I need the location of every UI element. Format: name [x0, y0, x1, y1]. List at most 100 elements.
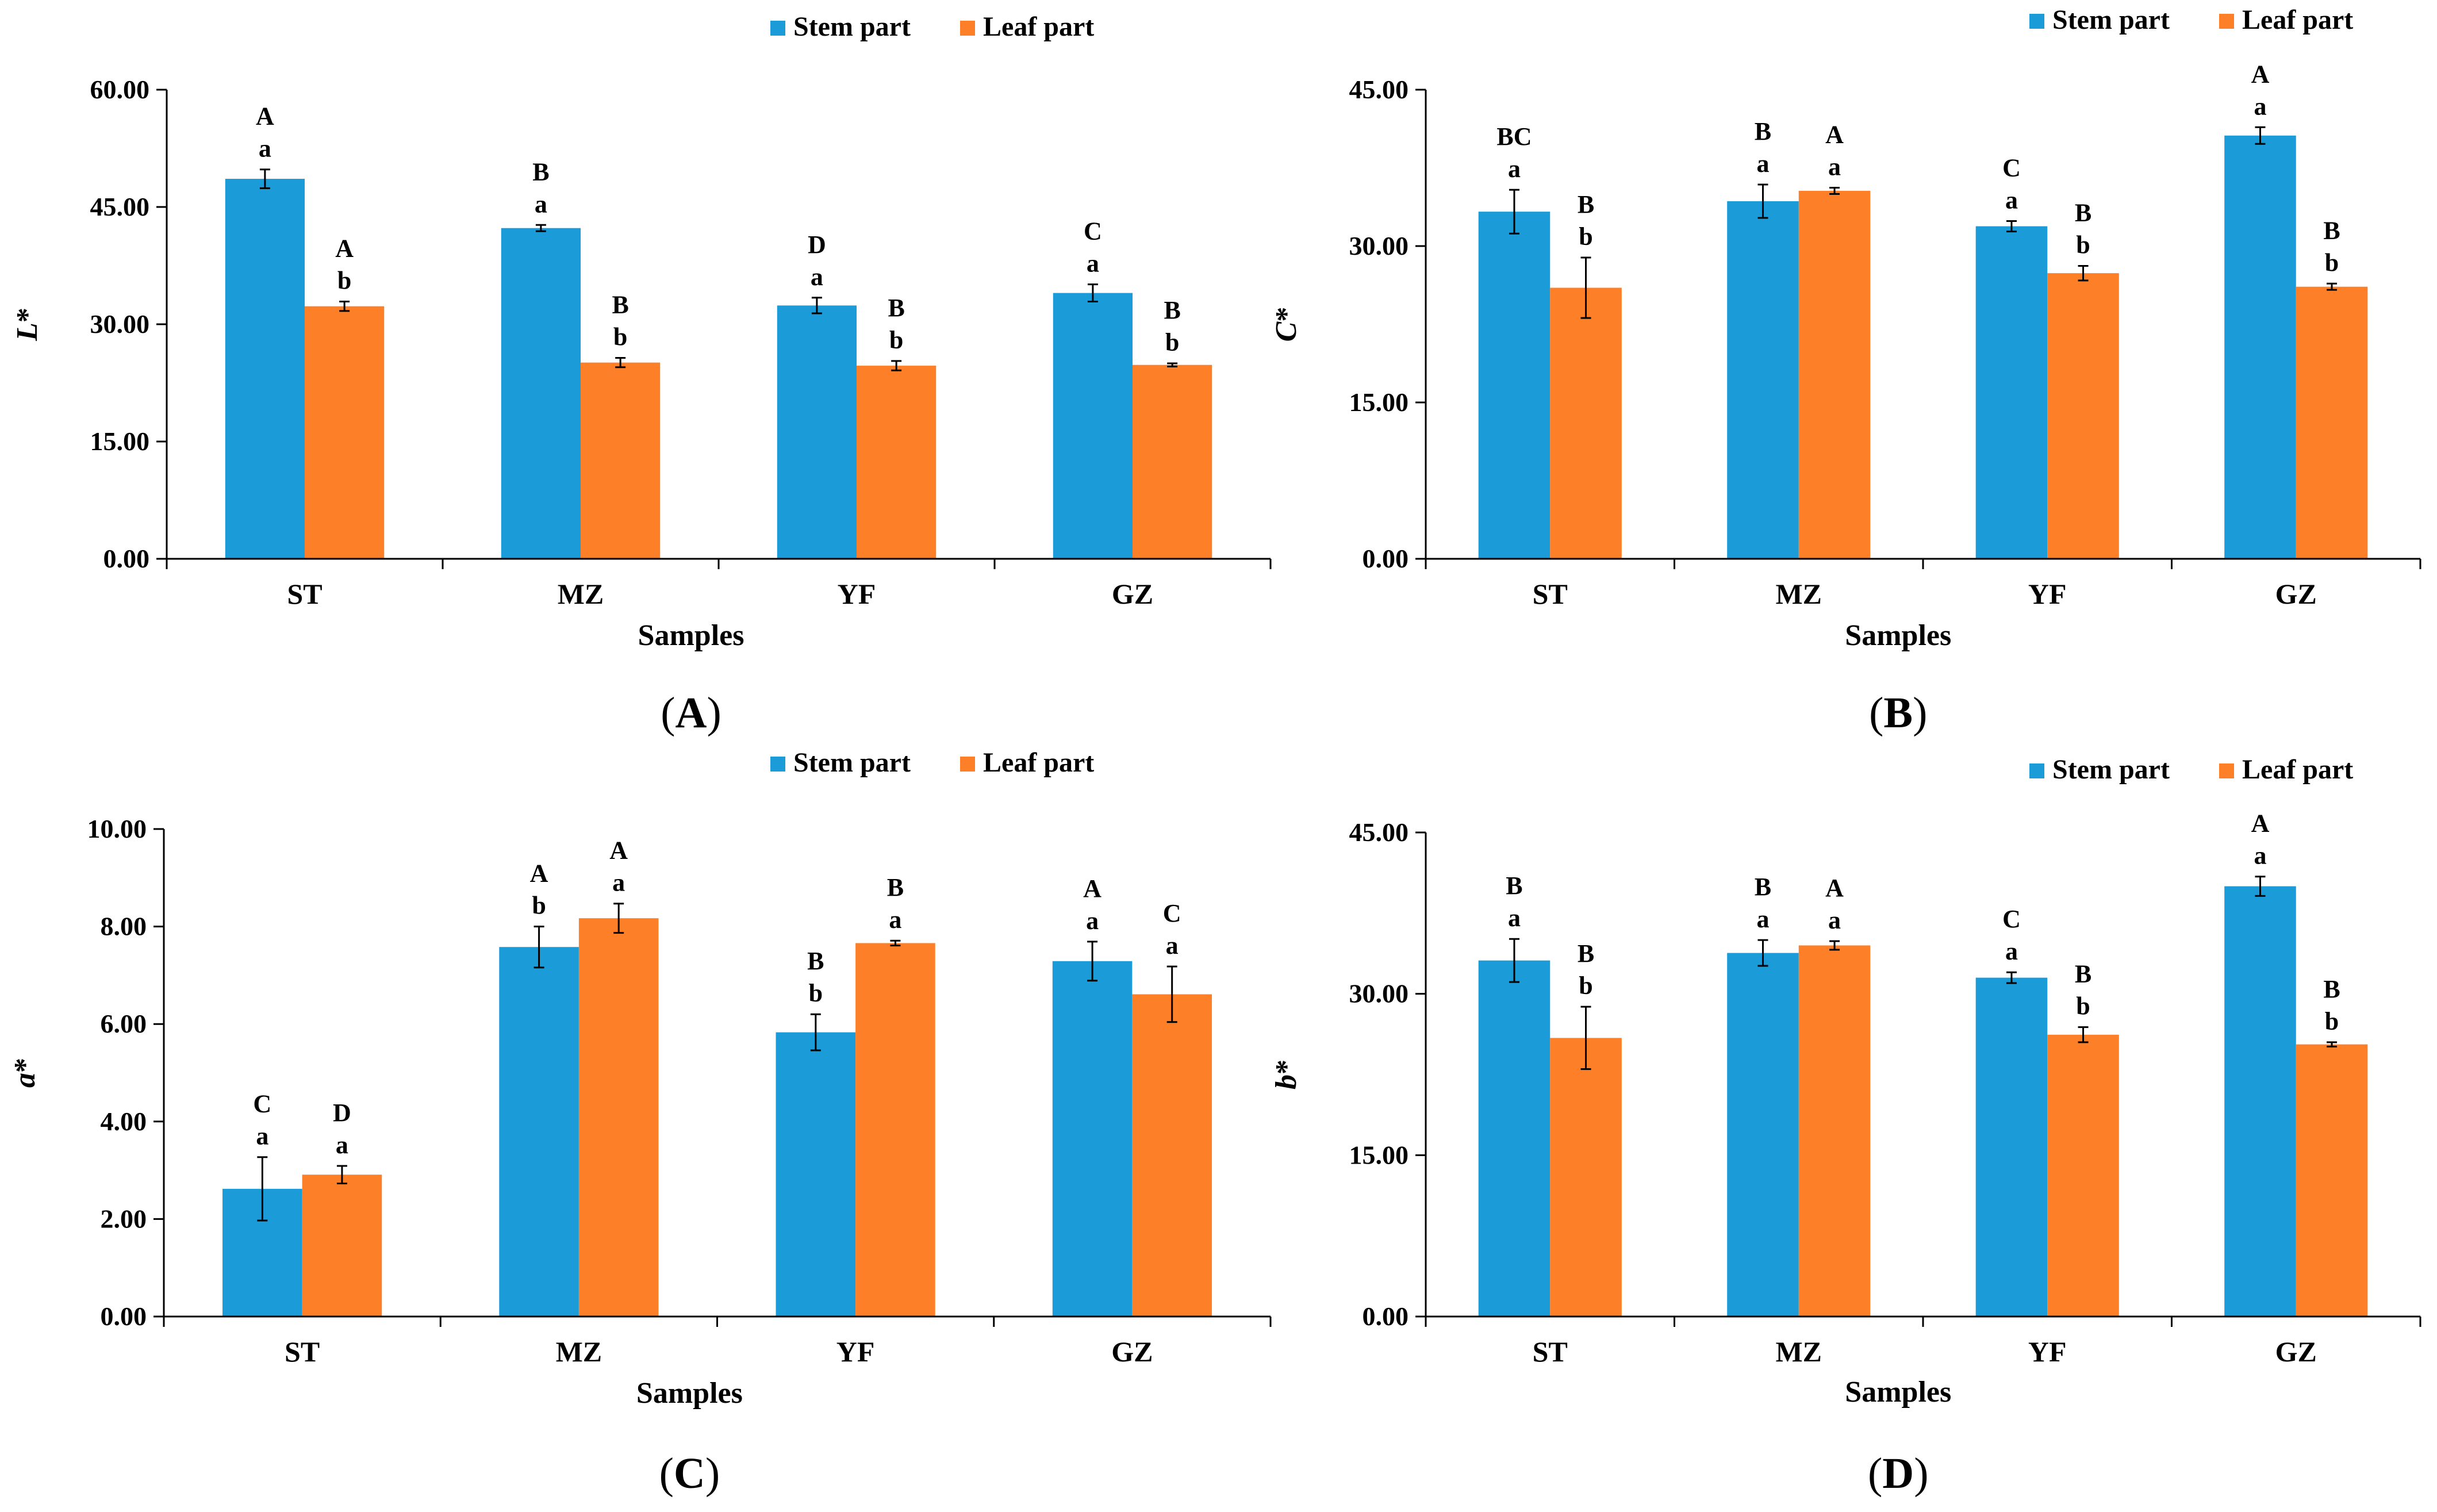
x-tick-label: YF	[2028, 578, 2067, 610]
x-axis-title: Samples	[1845, 1376, 1951, 1409]
y-tick-label: 8.00	[101, 912, 147, 941]
y-tick-label: 0.00	[103, 544, 150, 573]
sig-letter-upper: BC	[1496, 122, 1532, 151]
sig-letter-lower: a	[2005, 186, 2018, 214]
sig-letter-lower: a	[612, 869, 625, 897]
x-tick-label: MZ	[1775, 578, 1822, 610]
sig-letter-lower: a	[535, 190, 547, 218]
bar-stem	[1727, 953, 1799, 1317]
legend-swatch-leaf	[2219, 763, 2234, 778]
y-tick-label: 0.00	[1363, 1302, 1409, 1331]
x-axis-title: Samples	[636, 1377, 743, 1410]
chart-panel-a: 0.0015.0030.0045.0060.00aAaBaDaCbAbBbBbB…	[11, 11, 1272, 737]
bar-leaf	[302, 1175, 382, 1317]
bar-leaf	[1550, 287, 1622, 559]
x-tick-label: GZ	[2275, 1336, 2317, 1368]
sig-letter-upper: A	[1825, 120, 1844, 148]
x-tick-label: ST	[1533, 1336, 1568, 1368]
sig-letter-upper: B	[1578, 939, 1594, 968]
x-axis-title: Samples	[638, 619, 744, 652]
x-tick-label: GZ	[1111, 1336, 1153, 1368]
sig-letter-upper: C	[1084, 217, 1102, 245]
y-tick-label: 45.00	[1349, 818, 1409, 847]
sig-letter-lower: a	[1828, 906, 1841, 934]
sig-letter-lower: b	[889, 326, 903, 354]
bar-stem	[1975, 226, 2048, 559]
sig-letter-lower: a	[2254, 92, 2266, 120]
legend-label-leaf: Leaf part	[983, 747, 1094, 778]
x-tick-label: YF	[838, 578, 876, 610]
legend: Stem part Leaf part	[770, 11, 1094, 42]
panel-label: (C)	[659, 1449, 720, 1498]
legend-swatch-leaf	[960, 21, 975, 36]
bar-leaf	[855, 943, 935, 1317]
bar-leaf	[2296, 286, 2368, 559]
sig-letter-lower: b	[613, 323, 627, 351]
bar-leaf	[1133, 364, 1212, 559]
x-tick-label: YF	[836, 1336, 875, 1368]
sig-letter-lower: b	[532, 892, 546, 920]
sig-letter-upper: A	[256, 102, 274, 131]
sig-letter-upper: B	[1755, 873, 1771, 901]
sig-letter-upper: B	[2323, 975, 2340, 1003]
y-axis-title: L*	[11, 308, 44, 341]
sig-letter-lower: a	[1508, 155, 1521, 183]
bar-stem	[1052, 961, 1133, 1317]
panel-label: (D)	[1868, 1449, 1929, 1498]
sig-letter-upper: B	[1755, 117, 1771, 145]
y-axis-title: a*	[9, 1058, 41, 1088]
sig-letter-upper: D	[333, 1099, 351, 1127]
sig-letter-lower: a	[1508, 904, 1521, 932]
bar-stem	[499, 947, 579, 1317]
bar-stem	[501, 228, 581, 559]
x-tick-label: ST	[285, 1336, 320, 1368]
sig-letter-upper: B	[1506, 872, 1522, 900]
bar-leaf	[1798, 190, 1871, 559]
y-axis-title: b*	[1270, 1060, 1303, 1089]
sig-letter-upper: B	[2323, 216, 2340, 244]
legend-label-stem: Stem part	[793, 747, 911, 778]
chart-panel-c: 0.002.004.006.008.0010.00aCbAbBaAaDaAaBa…	[9, 747, 1272, 1498]
legend-swatch-stem	[2029, 763, 2044, 778]
sig-letter-upper: B	[2075, 198, 2091, 227]
y-tick-label: 2.00	[101, 1204, 147, 1233]
sig-letter-lower: a	[889, 905, 901, 934]
y-tick-label: 15.00	[1349, 387, 1409, 417]
sig-letter-lower: b	[809, 979, 823, 1007]
x-tick-label: MZ	[556, 1336, 602, 1368]
bar-stem	[776, 1032, 856, 1317]
sig-letter-lower: b	[337, 267, 351, 295]
y-tick-label: 30.00	[90, 309, 150, 339]
bar-stem	[2224, 886, 2296, 1317]
sig-letter-upper: C	[2002, 905, 2021, 933]
y-axis-title: C*	[1270, 307, 1303, 342]
legend-swatch-stem	[770, 21, 785, 36]
bar-leaf	[581, 362, 661, 559]
legend-label-stem: Stem part	[2052, 5, 2170, 35]
sig-letter-upper: C	[2002, 153, 2021, 182]
sig-letter-lower: a	[1086, 907, 1099, 935]
bar-leaf	[578, 918, 659, 1317]
legend-swatch-stem	[770, 757, 785, 772]
x-tick-label: ST	[1533, 578, 1568, 610]
bar-stem	[2224, 135, 2296, 559]
sig-letter-lower: b	[2325, 248, 2339, 277]
sig-letter-upper: B	[2075, 960, 2091, 988]
sig-letter-upper: C	[253, 1090, 271, 1118]
y-tick-label: 30.00	[1349, 979, 1409, 1008]
y-tick-label: 4.00	[101, 1107, 147, 1136]
sig-letter-upper: A	[2251, 60, 2270, 88]
bar-stem	[1975, 977, 2048, 1317]
sig-letter-lower: a	[2005, 937, 2018, 965]
bar-leaf	[1798, 945, 1871, 1317]
y-tick-label: 60.00	[90, 75, 150, 104]
bar-stem	[1478, 212, 1551, 559]
sig-letter-lower: a	[1166, 931, 1179, 960]
bar-leaf	[305, 306, 385, 559]
legend-label-stem: Stem part	[793, 11, 911, 42]
legend: Stem part Leaf part	[2029, 5, 2353, 35]
legend-swatch-leaf	[960, 757, 975, 772]
sig-letter-upper: A	[1083, 874, 1102, 903]
sig-letter-lower: b	[1165, 328, 1179, 356]
sig-letter-lower: b	[1579, 222, 1592, 251]
